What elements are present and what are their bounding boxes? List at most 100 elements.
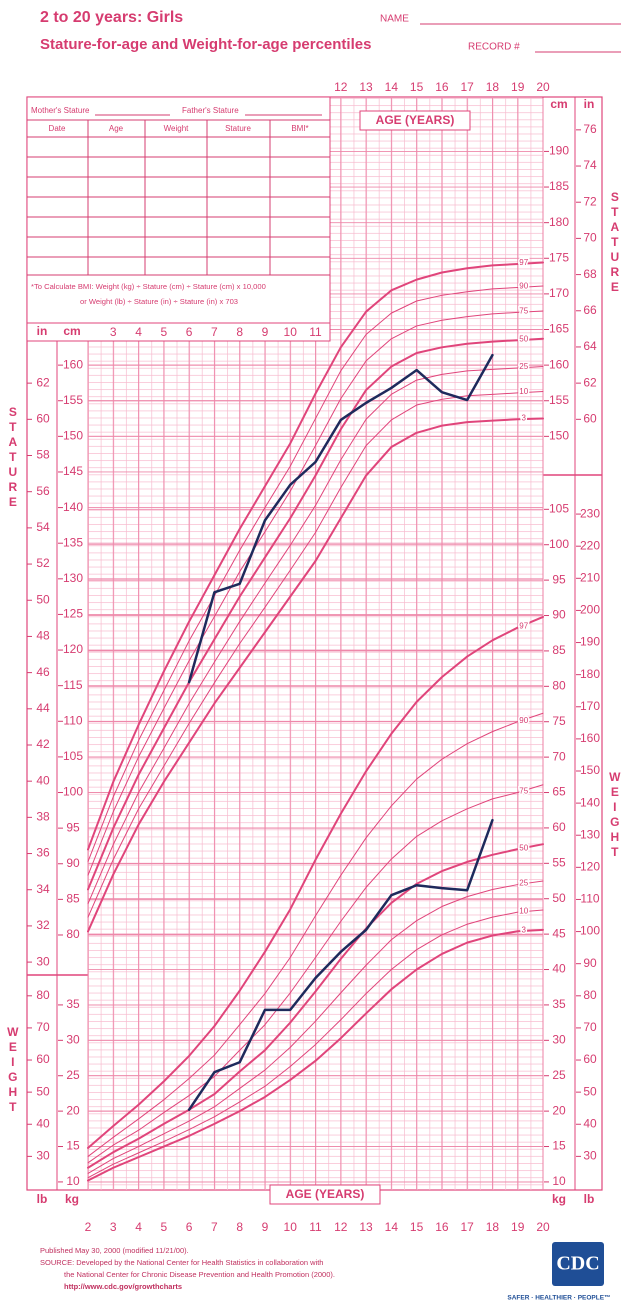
y-tick-label: 30 — [66, 1032, 80, 1046]
column-header: Age — [109, 124, 124, 133]
labels: 8085909510010511011512012513013514014515… — [27, 80, 600, 1234]
x-tick-label: 10 — [284, 325, 298, 339]
y-tick-label: 100 — [580, 924, 600, 938]
age-title-box — [269, 1184, 381, 1205]
y-tick-label: 200 — [580, 603, 600, 617]
logo-box — [552, 1242, 604, 1286]
column-header: Stature — [225, 124, 251, 133]
percentile-label: 97 — [519, 258, 528, 267]
y-tick-label: 170 — [580, 699, 600, 713]
y-tick-label: 130 — [580, 827, 600, 841]
y-tick-label: 44 — [36, 701, 50, 715]
source-note: the National Center for Chronic Disease … — [64, 1270, 335, 1279]
patient-line — [187, 353, 494, 684]
y-tick-label: 60 — [36, 411, 50, 425]
x-tick-label: 19 — [511, 80, 525, 94]
x-tick-label: 9 — [262, 1220, 269, 1234]
y-axis-title: STATURE — [6, 405, 20, 510]
y-tick-label: 155 — [63, 393, 83, 407]
y-tick-label: 155 — [549, 393, 569, 407]
y-tick-label: 46 — [36, 665, 50, 679]
column-header: Date — [49, 124, 66, 133]
y-tick-label: 90 — [66, 856, 80, 870]
percentile-label: 50 — [519, 843, 528, 852]
percentile-curve — [87, 390, 544, 918]
curves — [87, 261, 544, 1182]
x-tick-label: 16 — [435, 80, 449, 94]
y-tick-label: 90 — [583, 956, 597, 970]
percentile-label: 25 — [519, 879, 528, 888]
percentile-curve — [87, 285, 544, 863]
y-tick-label: 30 — [36, 1149, 50, 1163]
y-tick-label: 62 — [583, 375, 597, 389]
x-tick-label: 11 — [309, 1220, 322, 1234]
y-tick-label: 58 — [36, 448, 50, 462]
bmi-note: or Weight (lb) ÷ Stature (in) ÷ Stature … — [80, 297, 238, 306]
y-tick-label: 85 — [552, 643, 566, 657]
y-tick-label: 170 — [549, 286, 569, 300]
y-axis-title: WEIGHT — [6, 1025, 20, 1115]
x-tick-label: 9 — [262, 325, 269, 339]
y-tick-label: 230 — [580, 506, 600, 520]
x-tick-label: 3 — [110, 325, 117, 339]
source-note: SOURCE: Developed by the National Center… — [40, 1258, 323, 1267]
y-tick-label: 60 — [583, 411, 597, 425]
column-header: Weight — [164, 124, 190, 133]
y-tick-label: 95 — [66, 820, 80, 834]
y-tick-label: 72 — [583, 194, 597, 208]
percentile-curve — [87, 417, 544, 933]
x-tick-label: 4 — [135, 325, 142, 339]
x-tick-label: 10 — [284, 1220, 298, 1234]
y-tick-label: 30 — [36, 954, 50, 968]
y-tick-label: 50 — [36, 592, 50, 606]
y-tick-label: 185 — [549, 179, 569, 193]
x-tick-label: 17 — [460, 1220, 474, 1234]
logo: CDC — [556, 1253, 599, 1275]
y-tick-label: 50 — [552, 891, 566, 905]
x-tick-label: 3 — [110, 1220, 117, 1234]
y-tick-label: 20 — [552, 1103, 566, 1117]
y-tick-label: 70 — [583, 1020, 597, 1034]
y-tick-label: 40 — [36, 773, 50, 787]
x-axis-title: AGE (YEARS) — [286, 1187, 365, 1201]
x-tick-label: 14 — [385, 1220, 399, 1234]
column-header: BMI* — [291, 124, 308, 133]
y-tick-label: 50 — [36, 1084, 50, 1098]
y-tick-label: 68 — [583, 267, 597, 281]
y-tick-label: 54 — [36, 520, 50, 534]
y-tick-label: 160 — [63, 357, 83, 371]
y-tick-label: 15 — [552, 1139, 566, 1153]
y-tick-label: 25 — [66, 1068, 80, 1082]
published-note: Published May 30, 2000 (modified 11/21/0… — [40, 1246, 189, 1255]
x-tick-label: 18 — [486, 1220, 500, 1234]
y-tick-label: 65 — [552, 785, 566, 799]
y-tick-label: 36 — [36, 846, 50, 860]
source-link: http://www.cdc.gov/growthcharts — [64, 1282, 182, 1291]
y-tick-label: 145 — [63, 464, 83, 478]
y-tick-label: 52 — [36, 556, 50, 570]
y-tick-label: 110 — [63, 713, 82, 727]
unit-label: cm — [63, 324, 80, 338]
y-tick-label: 150 — [549, 429, 569, 443]
y-tick-label: 80 — [36, 988, 50, 1002]
y-tick-label: 80 — [583, 988, 597, 1002]
x-tick-label: 11 — [309, 325, 322, 339]
y-tick-label: 90 — [552, 608, 566, 622]
y-tick-label: 150 — [580, 763, 600, 777]
x-tick-label: 7 — [211, 325, 218, 339]
unit-label: kg — [552, 1192, 566, 1206]
y-tick-label: 95 — [552, 572, 566, 586]
age-title-box — [359, 110, 471, 131]
percentile-label: 90 — [519, 716, 528, 725]
y-tick-label: 175 — [549, 250, 569, 264]
y-tick-label: 10 — [66, 1174, 80, 1188]
y-tick-label: 60 — [36, 1052, 50, 1066]
y-tick-label: 120 — [580, 860, 600, 874]
x-tick-label: 7 — [211, 1220, 218, 1234]
y-tick-label: 32 — [36, 918, 50, 932]
y-tick-label: 76 — [583, 122, 597, 136]
unit-label: in — [584, 97, 595, 111]
x-tick-label: 13 — [359, 1220, 373, 1234]
unit-label: lb — [584, 1192, 595, 1206]
